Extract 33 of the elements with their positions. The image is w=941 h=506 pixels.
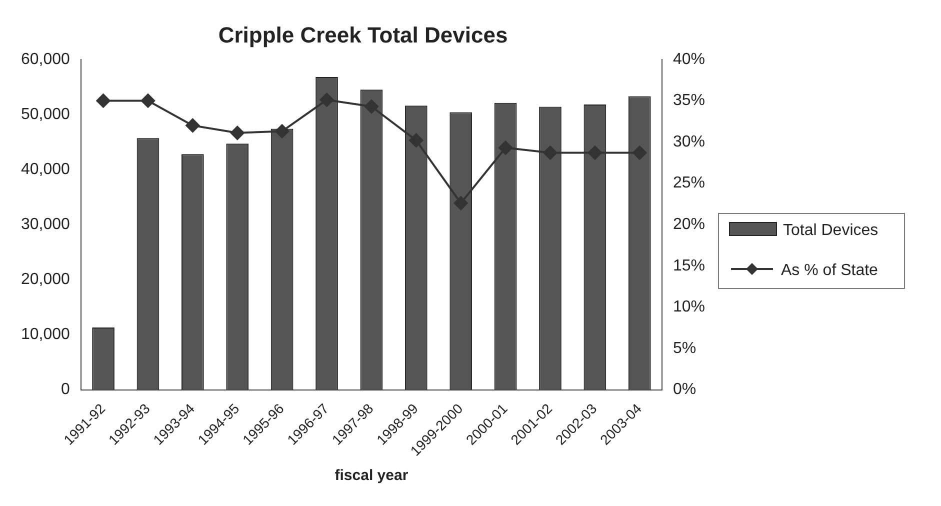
point (498, 140, 513, 155)
point (588, 146, 602, 160)
point (230, 126, 244, 140)
x-axis-title: fiscal year (334, 467, 408, 484)
point (409, 133, 424, 148)
y2-tick-label: 10% (672, 298, 706, 316)
y-tick-label: 60,000 (21, 50, 70, 68)
legend-label: Total Devices (783, 222, 878, 240)
point (140, 94, 155, 108)
y-tick-label: 0 (61, 381, 70, 398)
point (320, 92, 334, 107)
point (454, 196, 468, 210)
y-tick-label: 20,000 (21, 271, 70, 288)
point (186, 118, 200, 132)
y2-tick-label: 5% (672, 340, 696, 357)
y2-tick-label: 30% (672, 133, 706, 150)
y-tick-label: 30,000 (21, 216, 70, 233)
point (364, 99, 378, 114)
y-tick-label: 50,000 (21, 106, 70, 123)
point (275, 124, 290, 138)
legend-label: As % of State (781, 262, 878, 280)
y2-tick-label: 20% (672, 216, 706, 233)
y2-tick-label: 15% (672, 257, 706, 274)
point (96, 94, 110, 108)
y2-tick-label: 0% (672, 381, 696, 398)
y2-tick-label: 25% (672, 174, 706, 192)
y2-tick-label: 40% (672, 50, 706, 68)
point (543, 146, 558, 160)
y2-tick-label: 35% (672, 92, 706, 110)
y-tick-label: 40,000 (21, 160, 70, 178)
chart-title: Cripple Creek Total Devices (218, 22, 508, 48)
point (632, 146, 647, 160)
y-tick-label: 10,000 (21, 326, 70, 344)
